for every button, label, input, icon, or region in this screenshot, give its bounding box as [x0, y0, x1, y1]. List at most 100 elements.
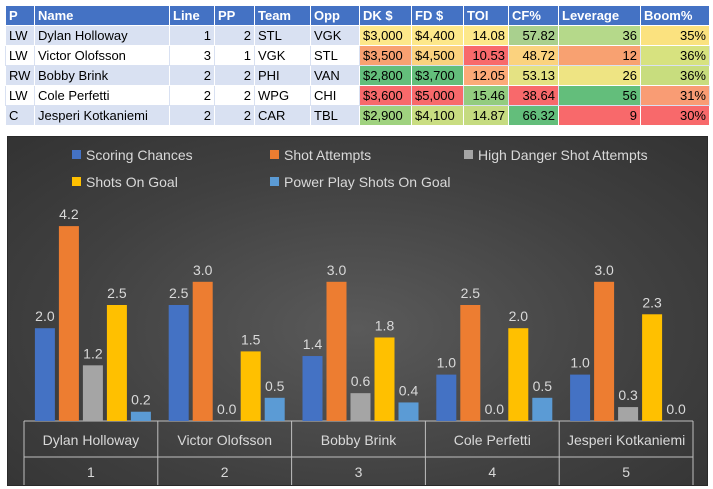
bar[interactable]: [240, 351, 261, 421]
bar[interactable]: [192, 281, 213, 421]
cell-player-name: Jesperi Kotkaniemi: [34, 105, 170, 126]
table-row[interactable]: RW Bobby Brink 2 2 PHI VAN $2,800 $3,700 12.05 53…: [5, 65, 710, 86]
cell-dk-salary: $3,500: [359, 45, 412, 66]
bar[interactable]: [374, 337, 395, 421]
bar[interactable]: [460, 305, 481, 421]
cell-opponent: VGK: [310, 25, 360, 46]
header-cf-pct[interactable]: CF%: [508, 5, 559, 26]
header-pp[interactable]: PP: [214, 5, 255, 26]
cell-leverage: 9: [558, 105, 641, 126]
header-name[interactable]: Name: [34, 5, 170, 26]
bar[interactable]: [34, 328, 55, 421]
cell-opponent: CHI: [310, 85, 360, 106]
header-boom-pct[interactable]: Boom%: [640, 5, 710, 26]
cell-opponent: VAN: [310, 65, 360, 86]
bar[interactable]: [508, 328, 529, 421]
bar[interactable]: [350, 393, 371, 421]
header-opp[interactable]: Opp: [310, 5, 360, 26]
bar[interactable]: [130, 411, 151, 421]
cell-leverage: 26: [558, 65, 641, 86]
table-row[interactable]: C Jesperi Kotkaniemi 2 2 CAR TBL $2,900 $4,100 1…: [5, 105, 710, 126]
cell-dk-salary: $2,800: [359, 65, 412, 86]
cell-pp: 2: [214, 65, 255, 86]
category-number-label: 1: [87, 464, 95, 480]
header-line[interactable]: Line: [169, 5, 215, 26]
cell-fd-salary: $4,100: [411, 105, 464, 126]
cell-team: PHI: [254, 65, 311, 86]
data-label: 0.0: [666, 401, 686, 417]
table-row[interactable]: LW Dylan Holloway 1 2 STL VGK $3,000 $4,400 14.0…: [5, 25, 710, 46]
cell-line: 2: [169, 65, 215, 86]
data-label: 0.5: [265, 378, 285, 394]
bar[interactable]: [168, 305, 189, 421]
bar[interactable]: [532, 397, 553, 421]
data-label: 2.5: [169, 285, 189, 301]
data-label: 3.0: [193, 262, 213, 278]
chart-svg: Scoring Chances Shot Attempts High Danger …: [23, 147, 694, 485]
cell-boom-pct: 36%: [640, 45, 710, 66]
cell-position: C: [5, 105, 35, 126]
data-label: 1.0: [570, 355, 590, 371]
cell-line: 2: [169, 105, 215, 126]
table-row[interactable]: LW Victor Olofsson 3 1 VGK STL $3,500 $4,500 10.…: [5, 45, 710, 66]
cell-pp: 2: [214, 105, 255, 126]
data-label: 0.4: [399, 382, 419, 398]
bar[interactable]: [642, 314, 663, 421]
cell-player-name: Dylan Holloway: [34, 25, 170, 46]
header-team[interactable]: Team: [254, 5, 311, 26]
cell-opponent: STL: [310, 45, 360, 66]
bar[interactable]: [264, 397, 285, 421]
category-label: Jesperi Kotkaniemi: [567, 432, 685, 448]
cell-fd-salary: $5,000: [411, 85, 464, 106]
table-header-row: P Name Line PP Team Opp DK $ FD $ TOI CF…: [5, 5, 710, 26]
cell-position: LW: [5, 25, 35, 46]
bar[interactable]: [326, 281, 347, 421]
cell-position: LW: [5, 45, 35, 66]
bar[interactable]: [58, 226, 79, 421]
data-label: 0.0: [217, 401, 237, 417]
legend-label: Power Play Shots On Goal: [284, 174, 451, 190]
cell-boom-pct: 30%: [640, 105, 710, 126]
bar[interactable]: [106, 305, 127, 421]
cell-position: RW: [5, 65, 35, 86]
cell-toi: 10.53: [463, 45, 509, 66]
header-position[interactable]: P: [5, 5, 35, 26]
cell-fd-salary: $3,700: [411, 65, 464, 86]
bar[interactable]: [570, 374, 591, 421]
data-label: 0.6: [351, 373, 371, 389]
header-dk-salary[interactable]: DK $: [359, 5, 412, 26]
cell-toi: 12.05: [463, 65, 509, 86]
cell-team: WPG: [254, 85, 311, 106]
cell-team: VGK: [254, 45, 311, 66]
bar[interactable]: [594, 281, 615, 421]
category-number-label: 5: [622, 464, 630, 480]
bar[interactable]: [82, 365, 103, 421]
legend-swatch: [464, 150, 473, 159]
bar[interactable]: [398, 402, 419, 421]
bar[interactable]: [302, 356, 323, 421]
cell-pp: 2: [214, 85, 255, 106]
data-label: 1.2: [83, 345, 103, 361]
cell-pp: 2: [214, 25, 255, 46]
header-fd-salary[interactable]: FD $: [411, 5, 464, 26]
cell-player-name: Victor Olofsson: [34, 45, 170, 66]
category-number-label: 4: [488, 464, 496, 480]
cell-dk-salary: $3,000: [359, 25, 412, 46]
data-label: 2.5: [461, 285, 481, 301]
category-label: Victor Olofsson: [177, 432, 272, 448]
cell-leverage: 36: [558, 25, 641, 46]
table-row[interactable]: LW Cole Perfetti 2 2 WPG CHI $3,600 $5,000 15.46…: [5, 85, 710, 106]
data-label: 0.5: [533, 378, 553, 394]
cell-cf-pct: 57.82: [508, 25, 559, 46]
header-toi[interactable]: TOI: [463, 5, 509, 26]
bar[interactable]: [436, 374, 457, 421]
category-label: Bobby Brink: [321, 432, 397, 448]
legend-swatch: [72, 150, 81, 159]
header-leverage[interactable]: Leverage: [558, 5, 641, 26]
cell-pp: 1: [214, 45, 255, 66]
cell-line: 2: [169, 85, 215, 106]
cell-toi: 14.08: [463, 25, 509, 46]
cell-boom-pct: 35%: [640, 25, 710, 46]
bar[interactable]: [618, 407, 639, 421]
cell-toi: 15.46: [463, 85, 509, 106]
